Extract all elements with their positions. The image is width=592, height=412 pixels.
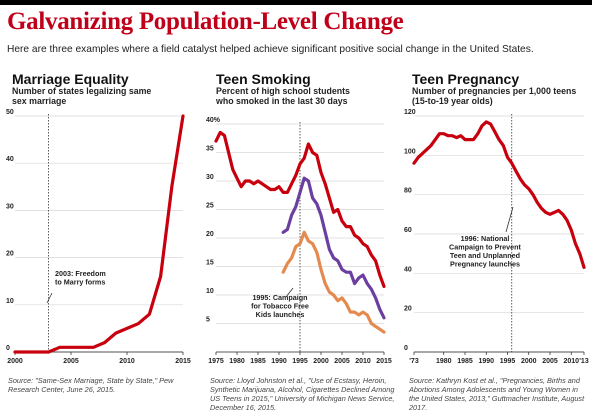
pregnancy-series-red: [412, 120, 586, 269]
marriage-annotation-line: to Marry forms: [55, 278, 105, 287]
smoking-y-tick: 15: [206, 260, 214, 267]
marriage-y-tick: 30: [6, 203, 14, 210]
pregnancy-annotation-line: Teen and Unplanned: [450, 251, 520, 260]
smoking-subtitle: Percent of high school students who smok…: [216, 86, 350, 106]
marriage-y-tick: 20: [6, 251, 14, 258]
marriage-subtitle: Number of states legalizing same sex mar…: [12, 86, 152, 106]
pregnancy-annotation-line: 1996: National: [461, 234, 510, 243]
smoking-x-tick: 2010: [355, 358, 371, 365]
smoking-x-tick: 1985: [250, 358, 266, 365]
smoking-x-tick: 2000: [313, 358, 329, 365]
smoking-annotation-pointer: [285, 287, 294, 298]
smoking-x-tick: 1990: [271, 358, 287, 365]
marriage-y-tick: 40: [6, 156, 14, 163]
smoking-series-purple: [281, 176, 386, 320]
pregnancy-y-tick: 0: [404, 345, 408, 352]
marriage-y-tick: 10: [6, 298, 14, 305]
smoking-x-tick: 1995: [292, 358, 308, 365]
marriage-annotation-pointer: [46, 292, 53, 304]
pregnancy-x-tick: '73: [409, 358, 419, 365]
pregnancy-source: Source: Kathryn Kost et al., "Pregnancie…: [409, 376, 585, 412]
pregnancy-y-tick: 120: [404, 109, 416, 116]
smoking-annotation-line: Kids launches: [256, 310, 305, 319]
pregnancy-y-tick: 60: [404, 227, 412, 234]
smoking-x-tick: 2005: [334, 358, 350, 365]
marriage-source: Source: "Same-Sex Marriage, State by Sta…: [8, 376, 174, 394]
smoking-annotation-line: for Tobacco Free: [251, 302, 309, 311]
pregnancy-x-tick: '13: [579, 358, 589, 365]
smoking-y-tick: 10: [206, 288, 214, 295]
pregnancy-subtitle: Number of pregnancies per 1,000 teens (1…: [412, 86, 577, 106]
pregnancy-x-tick: 1990: [478, 358, 494, 365]
pregnancy-x-tick: 1980: [436, 358, 452, 365]
pregnancy-title: Teen Pregnancy: [412, 71, 520, 87]
pregnancy-y-tick: 40: [404, 266, 412, 273]
pregnancy-x-tick: 2005: [542, 358, 558, 365]
marriage-x-tick: 2005: [63, 358, 79, 365]
pregnancy-x-tick: 1985: [457, 358, 473, 365]
smoking-x-tick: 1980: [229, 358, 245, 365]
smoking-y-tick: 35: [206, 146, 214, 153]
smoking-x-tick: 2015: [376, 358, 392, 365]
marriage-x-tick: 2010: [119, 358, 135, 365]
pregnancy-x-tick: 2010: [563, 358, 579, 365]
pregnancy-annotation-line: Campaign to Prevent: [449, 243, 521, 252]
marriage-title: Marriage Equality: [12, 71, 129, 87]
smoking-y-tick: 30: [206, 174, 214, 181]
smoking-y-tick: 5: [206, 317, 210, 324]
pregnancy-y-tick: 100: [404, 148, 416, 155]
smoking-y-tick: 25: [206, 203, 214, 210]
smoking-series-orange: [281, 230, 386, 334]
marriage-x-tick: 2000: [7, 358, 23, 365]
page-subtitle: Here are three examples where a field ca…: [7, 44, 534, 55]
marriage-annotation-line: 2003: Freedom: [55, 269, 106, 278]
smoking-y-tick: 20: [206, 231, 214, 238]
pregnancy-annotation-pointer: [505, 206, 514, 233]
smoking-title: Teen Smoking: [216, 71, 311, 87]
smoking-x-tick: 1975: [208, 358, 224, 365]
smoking-y-tick: 40%: [206, 117, 221, 124]
top-rule: [0, 0, 592, 5]
pregnancy-x-tick: 1995: [500, 358, 516, 365]
marriage-y-tick: 0: [6, 345, 10, 352]
smoking-annotation-line: 1995: Campaign: [252, 293, 307, 302]
smoking-source: Source: Lloyd Johnston et al., "Use of E…: [210, 376, 395, 412]
pregnancy-y-tick: 20: [404, 306, 412, 313]
page-title: Galvanizing Population-Level Change: [7, 8, 404, 35]
marriage-series-red: [13, 114, 185, 354]
smoking-series-red: [214, 130, 386, 288]
marriage-y-tick: 50: [6, 109, 14, 116]
pregnancy-x-tick: 2000: [521, 358, 537, 365]
pregnancy-annotation-line: Pregnancy launches: [450, 260, 520, 269]
pregnancy-y-tick: 80: [404, 188, 412, 195]
marriage-x-tick: 2015: [175, 358, 191, 365]
